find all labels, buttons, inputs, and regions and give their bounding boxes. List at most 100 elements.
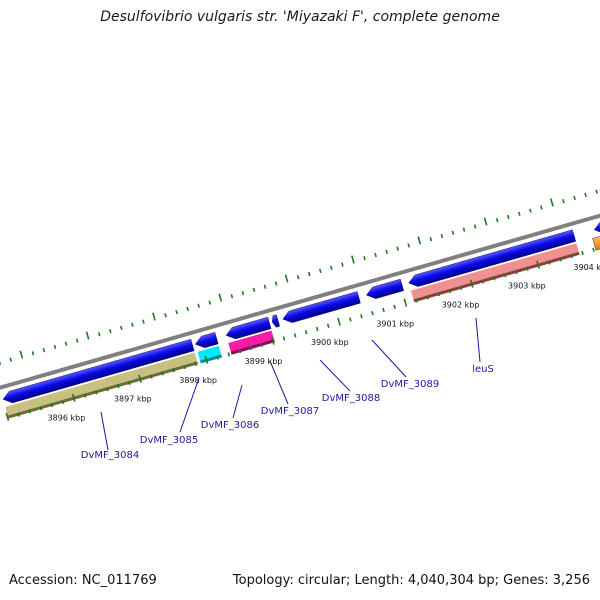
upper-tick bbox=[318, 268, 322, 274]
lower-tick bbox=[481, 279, 485, 284]
upper-tick bbox=[483, 217, 488, 226]
upper-tick bbox=[374, 252, 377, 258]
gene-arrow[interactable] bbox=[1, 338, 195, 405]
kbp-label: 3896 kbp bbox=[48, 414, 86, 423]
gene-arrow[interactable] bbox=[281, 291, 361, 325]
lower-tick bbox=[50, 402, 54, 408]
kbp-label: 3901 kbp bbox=[376, 319, 414, 328]
upper-tick bbox=[19, 350, 24, 359]
lower-tick bbox=[116, 383, 120, 389]
upper-tick bbox=[9, 357, 13, 362]
kbp-label: 3904 kbp bbox=[573, 263, 600, 272]
gene-label[interactable]: DvMF_3084 bbox=[81, 450, 139, 461]
upper-tick bbox=[495, 218, 499, 223]
lower-tick bbox=[17, 412, 21, 417]
upper-tick bbox=[562, 199, 565, 204]
gene-arrow[interactable] bbox=[407, 229, 577, 289]
upper-tick bbox=[108, 328, 112, 334]
upper-tick bbox=[218, 293, 223, 302]
upper-tick bbox=[131, 322, 134, 327]
kbp-label: 3903 kbp bbox=[508, 282, 546, 291]
upper-tick bbox=[186, 306, 189, 312]
leader-line bbox=[100, 411, 109, 451]
lower-tick bbox=[260, 342, 264, 347]
upper-tick bbox=[252, 287, 256, 293]
upper-tick bbox=[241, 290, 245, 296]
lower-tick bbox=[371, 311, 374, 316]
upper-tick bbox=[584, 192, 587, 197]
upper-tick bbox=[75, 338, 79, 343]
upper-tick bbox=[307, 271, 311, 277]
kbp-label: 3897 kbp bbox=[114, 395, 152, 404]
upper-tick bbox=[529, 208, 532, 213]
upper-tick bbox=[429, 237, 433, 242]
upper-tick bbox=[284, 274, 289, 283]
upper-tick bbox=[120, 325, 123, 331]
gene-label[interactable]: leuS bbox=[472, 364, 494, 375]
lower-tick bbox=[304, 330, 308, 335]
lower-tick bbox=[403, 298, 408, 307]
lower-tick bbox=[326, 323, 330, 328]
lower-tick bbox=[525, 266, 529, 271]
lower-tick bbox=[194, 361, 197, 367]
lower-tick bbox=[61, 399, 65, 405]
leader-line bbox=[179, 377, 200, 433]
feature-bar-edge bbox=[200, 354, 223, 364]
feature-bar[interactable] bbox=[5, 352, 198, 419]
upper-tick bbox=[407, 243, 411, 248]
gene-label[interactable]: DvMF_3089 bbox=[381, 379, 439, 390]
upper-tick bbox=[396, 246, 400, 251]
kbp-label: 3900 kbp bbox=[311, 338, 349, 347]
upper-tick bbox=[363, 256, 366, 261]
upper-tick bbox=[517, 211, 521, 216]
leader-line bbox=[475, 317, 481, 363]
lower-tick bbox=[415, 298, 419, 303]
gene-label[interactable]: DvMF_3088 bbox=[322, 393, 380, 404]
gene-arrow[interactable] bbox=[194, 332, 219, 350]
lower-tick bbox=[548, 260, 551, 265]
lower-tick bbox=[393, 304, 396, 309]
gene-arrow[interactable] bbox=[365, 278, 404, 301]
upper-tick bbox=[473, 224, 477, 229]
upper-tick bbox=[175, 309, 178, 315]
lower-tick bbox=[503, 272, 507, 278]
lower-tick bbox=[94, 390, 98, 395]
upper-tick bbox=[274, 281, 278, 286]
lower-tick bbox=[172, 368, 175, 373]
upper-tick bbox=[540, 205, 543, 210]
upper-tick bbox=[385, 249, 388, 255]
upper-tick bbox=[208, 300, 212, 305]
kbp-label: 3902 kbp bbox=[442, 301, 480, 310]
lower-tick bbox=[227, 352, 231, 357]
gene-label[interactable]: DvMF_3087 bbox=[261, 406, 319, 417]
gene-arrow[interactable] bbox=[224, 316, 272, 341]
gene-arrow[interactable] bbox=[271, 314, 280, 328]
lower-tick bbox=[360, 314, 363, 319]
lower-tick bbox=[382, 307, 385, 313]
feature-bar[interactable] bbox=[228, 330, 275, 355]
leader-line bbox=[371, 339, 407, 378]
feature-bar[interactable] bbox=[410, 243, 580, 303]
lower-tick bbox=[105, 387, 109, 392]
lower-tick bbox=[337, 317, 341, 326]
upper-tick-scale bbox=[0, 189, 598, 365]
gene-track bbox=[1, 203, 600, 405]
gene-label[interactable]: DvMF_3086 bbox=[201, 420, 259, 431]
upper-tick bbox=[595, 189, 598, 194]
upper-tick bbox=[550, 198, 554, 207]
lower-tick bbox=[161, 371, 164, 376]
lower-tick bbox=[127, 380, 131, 386]
lower-tick bbox=[514, 269, 518, 275]
gene-arrow[interactable] bbox=[592, 211, 600, 251]
upper-tick bbox=[0, 360, 2, 365]
upper-tick bbox=[142, 319, 145, 324]
lower-tick bbox=[570, 253, 573, 259]
lower-tick bbox=[216, 355, 220, 360]
leader-line bbox=[319, 359, 351, 392]
lower-tick bbox=[204, 355, 209, 364]
gene-arrow[interactable] bbox=[593, 203, 600, 235]
gene-label[interactable]: DvMF_3085 bbox=[140, 435, 198, 446]
lower-tick bbox=[150, 374, 153, 379]
